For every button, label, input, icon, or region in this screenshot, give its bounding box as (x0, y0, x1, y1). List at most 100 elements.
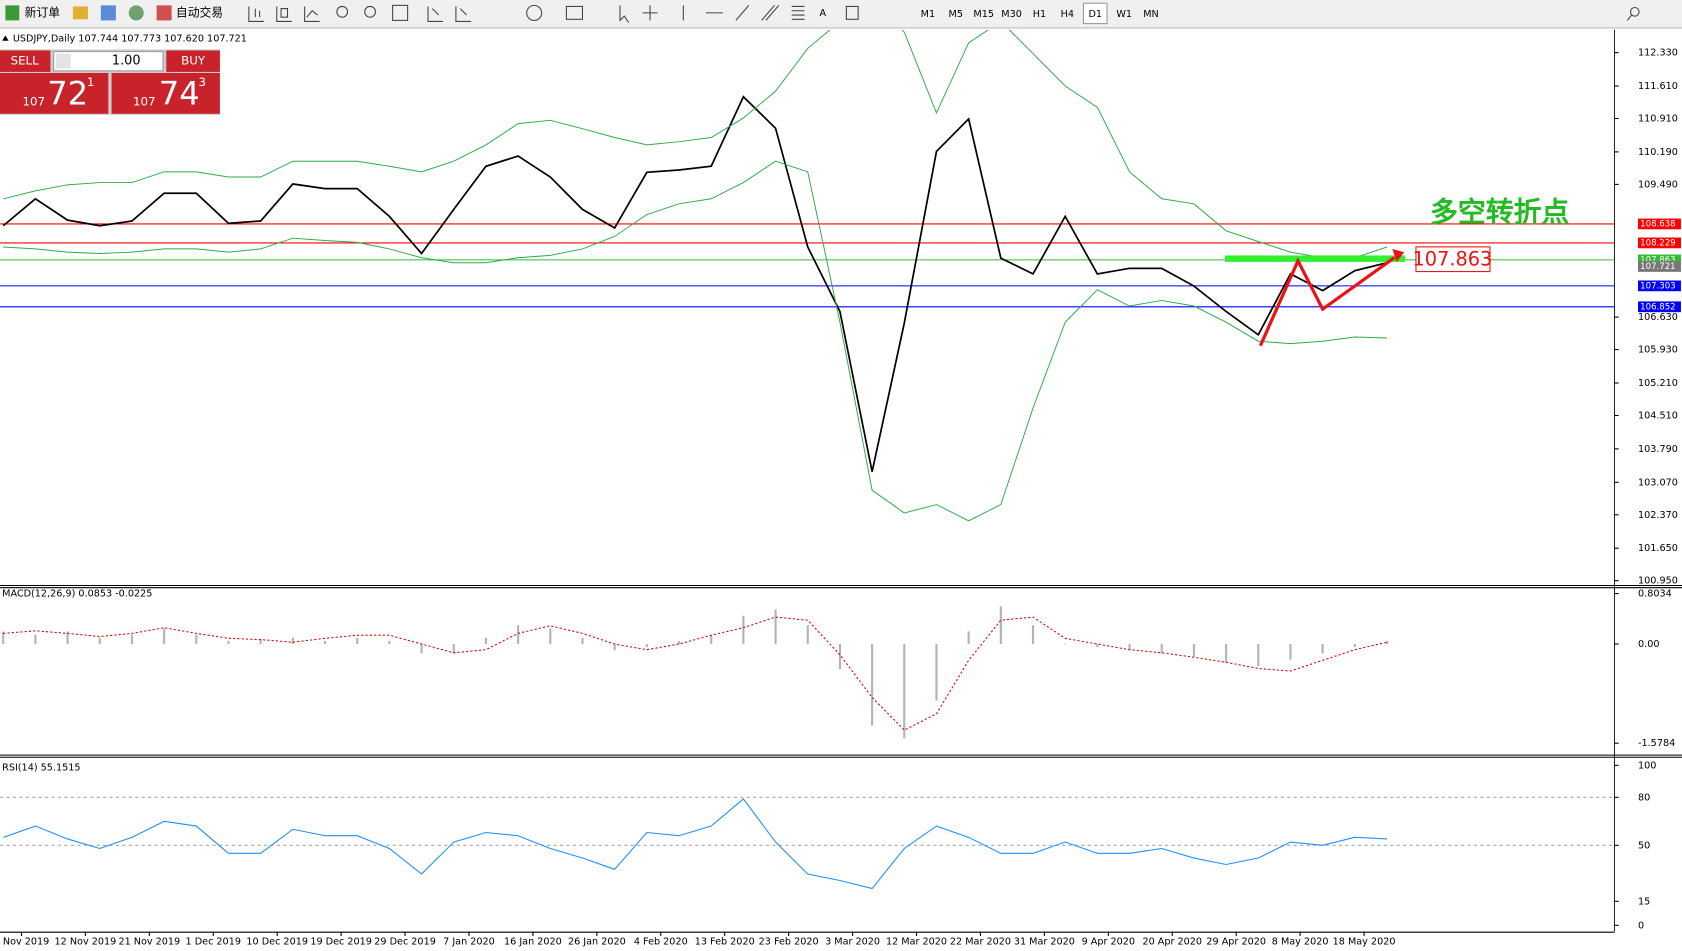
level-label: 106.852 (1640, 302, 1675, 312)
timeframe-button[interactable]: H1 (1033, 9, 1046, 20)
annotation-title: 多空转折点 (1430, 196, 1569, 229)
sell-button[interactable] (0, 50, 51, 72)
y-tick-label: 102.370 (1638, 510, 1678, 521)
tool-icon[interactable] (427, 6, 444, 23)
y-tick-label: 15 (1638, 896, 1650, 907)
rsi-pane (0, 796, 1615, 890)
timeframe-button[interactable]: M5 (949, 9, 963, 20)
x-tick-label: 5 Nov 2019 (0, 936, 49, 947)
buy-price-pip[interactable]: 3 (198, 75, 206, 89)
level-label-box (1638, 254, 1681, 266)
lots-spinner[interactable] (55, 53, 71, 69)
y-tick-label: 109.490 (1638, 179, 1678, 190)
lots-value[interactable]: 1.00 (112, 54, 141, 69)
macd-bar (323, 640, 327, 645)
y-tick-label: 100.950 (1638, 576, 1678, 587)
level-label: 107.863 (1640, 255, 1675, 265)
buy-label[interactable]: BUY (181, 54, 206, 68)
timeframe-button[interactable]: MN (1143, 9, 1159, 20)
y-tick-label: 110.910 (1638, 113, 1678, 124)
y-tick-label: 103.790 (1638, 444, 1678, 455)
crosshair-tool[interactable] (642, 5, 658, 21)
macd-bar (130, 634, 134, 645)
timeframe-button[interactable]: M1 (921, 9, 935, 20)
x-tick-label: 12 Nov 2019 (55, 936, 117, 947)
y-tick-label: 0.00 (1638, 639, 1659, 650)
tool-icon[interactable] (392, 4, 409, 21)
tool-icon[interactable] (565, 5, 584, 20)
tool-icon[interactable] (336, 5, 349, 18)
macd-bar (1192, 644, 1195, 657)
drawing-tools[interactable] (248, 4, 1640, 23)
axes: 112.330 111.610 110.910 110.190 109.490 106.6… (0, 48, 1681, 947)
y-tick-label: 100 (1638, 760, 1656, 771)
x-tick-label: 10 Dec 2019 (246, 936, 308, 947)
price-pane (0, 30, 1615, 522)
current-price-label: 107.721 (1640, 262, 1675, 272)
new-order-button[interactable]: 新订单 (25, 5, 61, 19)
fibo-tool[interactable] (791, 5, 805, 20)
cursor-tool[interactable] (619, 5, 630, 23)
buy-price-big[interactable]: 107 (133, 94, 156, 108)
buy-price-box[interactable] (111, 72, 220, 114)
search-icon[interactable] (1629, 6, 1640, 17)
channel-tool[interactable] (761, 5, 780, 21)
price-series (3, 30, 1388, 259)
text-tool[interactable]: A (820, 8, 827, 19)
buy-button[interactable] (166, 50, 220, 72)
tool-icon[interactable] (455, 6, 471, 23)
timeframes: M1 M5 M15 M30 H1 H4 D1 W1 MN (921, 2, 1159, 25)
level-label-box (1638, 301, 1681, 313)
search-icon[interactable] (1626, 14, 1633, 21)
timeframe-button[interactable]: M15 (973, 9, 994, 20)
tool-icon[interactable] (72, 6, 88, 20)
macd-bar (2, 631, 5, 645)
trendline-tool[interactable] (735, 5, 750, 21)
new-order-icon[interactable] (5, 5, 20, 21)
level-label-box (1638, 280, 1681, 292)
macd-bar (195, 634, 198, 645)
buy-price-main[interactable]: 74 (159, 75, 200, 113)
macd-bar (742, 615, 745, 645)
tool-icon[interactable] (364, 5, 376, 18)
macd-bar (581, 637, 584, 645)
price-series (2, 95, 1388, 472)
y-tick-label: 105.930 (1638, 345, 1678, 356)
sell-label[interactable]: SELL (11, 54, 40, 68)
label-tool[interactable] (845, 5, 859, 20)
sell-price-box[interactable] (0, 72, 109, 114)
auto-trading-icon[interactable] (156, 5, 172, 21)
macd-bar (34, 634, 37, 645)
sell-price-main[interactable]: 72 (47, 75, 88, 113)
tool-icon[interactable] (248, 6, 264, 23)
macd-bar (774, 609, 777, 645)
x-tick-label: 13 Feb 2020 (695, 936, 755, 947)
macd-bar (1064, 644, 1067, 645)
tool-icon[interactable] (276, 6, 292, 23)
tool-icon[interactable] (128, 5, 144, 21)
timeframe-button[interactable]: H4 (1061, 9, 1074, 20)
macd-bar (452, 644, 455, 654)
tool-icon[interactable] (304, 6, 320, 23)
auto-trading-button[interactable]: 自动交易 (176, 5, 223, 19)
macd-bar (1225, 644, 1228, 663)
x-tick-label: 26 Jan 2020 (568, 936, 626, 947)
x-tick-label: 18 May 2020 (1333, 936, 1396, 947)
x-tick-label: 9 Apr 2020 (1082, 936, 1135, 947)
x-tick-label: 21 Nov 2019 (118, 936, 180, 947)
highlight-bar (1225, 255, 1406, 262)
sell-price-pip[interactable]: 1 (87, 75, 95, 89)
arrow-head (1392, 249, 1405, 262)
sell-price-big[interactable]: 107 (23, 94, 46, 108)
timeframe-button[interactable]: D1 (1088, 9, 1102, 20)
tool-icon[interactable] (526, 4, 543, 21)
lots-input[interactable] (53, 50, 164, 72)
price-series (3, 160, 1388, 522)
x-tick-label: 20 Apr 2020 (1142, 936, 1202, 947)
rsi-line (3, 798, 1388, 890)
macd-bar (66, 631, 69, 645)
annotation-level: 107.863 (1413, 247, 1493, 270)
timeframe-button[interactable]: M30 (1001, 9, 1022, 20)
timeframe-button[interactable]: W1 (1116, 9, 1132, 20)
tool-icon[interactable] (100, 5, 116, 21)
